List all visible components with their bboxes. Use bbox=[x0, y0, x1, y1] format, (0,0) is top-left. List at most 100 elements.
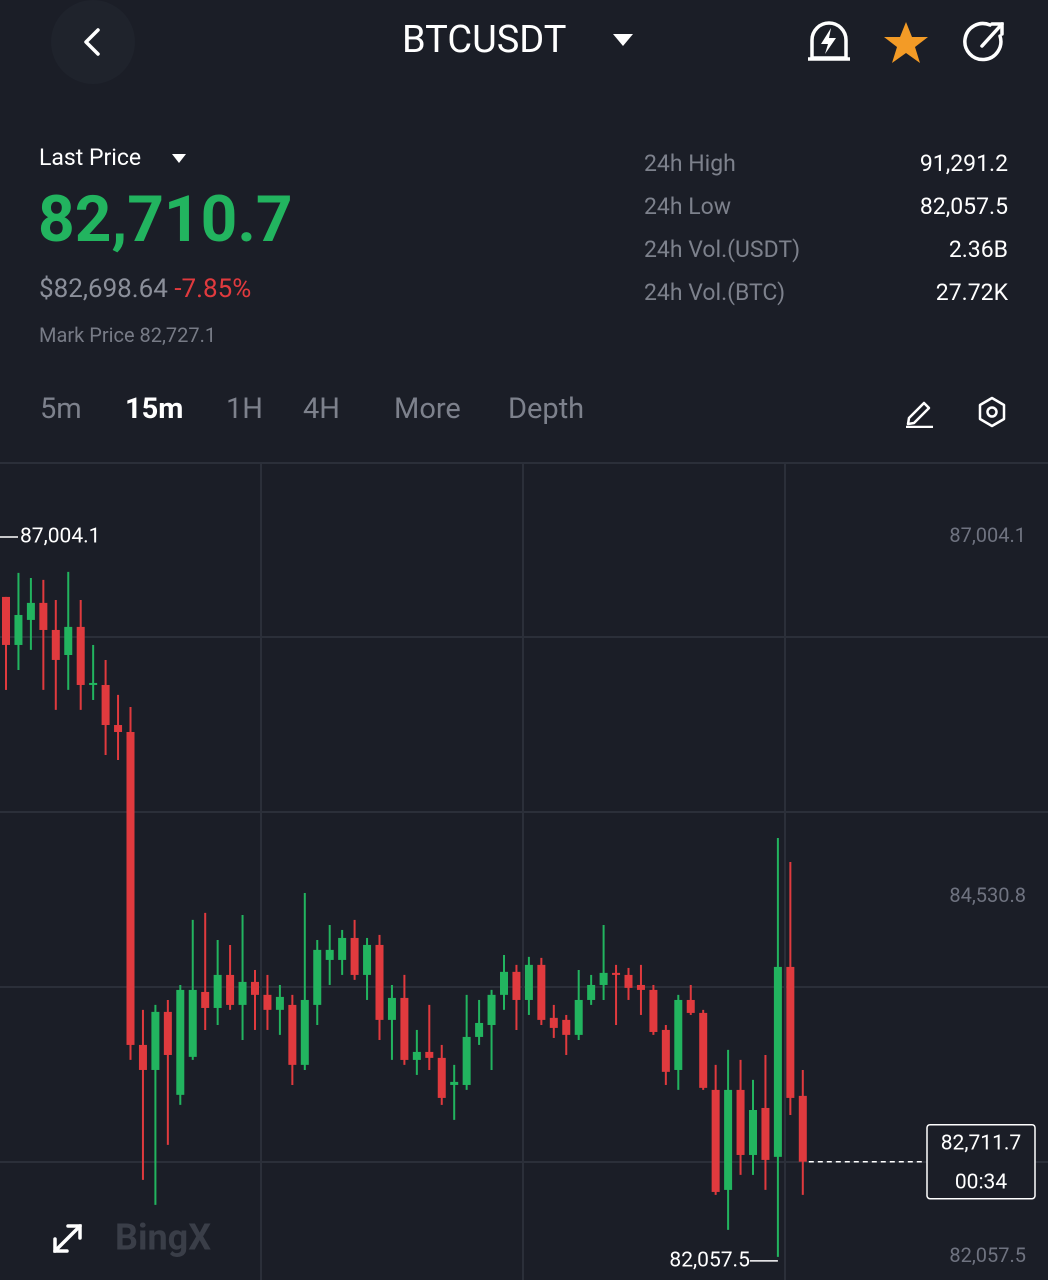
stat-label: 24h Low bbox=[644, 193, 732, 220]
candle-body bbox=[587, 984, 596, 1000]
candle-body bbox=[761, 1107, 770, 1160]
stat-value: 82,057.5 bbox=[919, 193, 1008, 220]
mark-price: Mark Price 82,727.1 bbox=[39, 323, 217, 347]
candle-body bbox=[363, 944, 372, 975]
candle-body bbox=[786, 966, 795, 1098]
candle-body bbox=[238, 981, 247, 1005]
candle-body bbox=[313, 949, 322, 1005]
last-price: 82,710.7 bbox=[38, 182, 293, 257]
tab[interactable]: Depth bbox=[508, 392, 585, 426]
candle-body bbox=[724, 1089, 733, 1190]
candle-body bbox=[76, 626, 85, 685]
price-tag-countdown: 00:34 bbox=[955, 1170, 1007, 1194]
candle-body bbox=[288, 1004, 297, 1065]
candle-body bbox=[126, 731, 135, 1045]
expand-icon[interactable] bbox=[53, 1224, 82, 1253]
candle-body bbox=[661, 1029, 670, 1072]
candle-body bbox=[114, 725, 123, 732]
share-icon[interactable] bbox=[962, 20, 1008, 66]
tab[interactable]: 4H bbox=[303, 392, 340, 426]
price-tag-box bbox=[926, 1123, 1036, 1200]
candle-body bbox=[2, 596, 10, 645]
candle-body bbox=[226, 974, 235, 1005]
y-tick-label: 84,530.8 bbox=[949, 883, 1026, 907]
candle-body bbox=[89, 682, 98, 685]
candle-body bbox=[574, 999, 583, 1035]
candle-body bbox=[213, 974, 222, 1008]
candle-body bbox=[201, 991, 210, 1008]
candle-body bbox=[425, 1051, 434, 1058]
candle-body bbox=[138, 1044, 147, 1070]
y-tick-label: 82,057.5 bbox=[949, 1243, 1026, 1267]
candle-body bbox=[400, 997, 409, 1060]
tab[interactable]: 5m bbox=[40, 392, 82, 426]
candle-body bbox=[798, 1095, 807, 1162]
candle-body bbox=[437, 1057, 446, 1098]
candle-body bbox=[562, 1019, 571, 1035]
candle-body bbox=[462, 1036, 471, 1085]
candle-body bbox=[749, 1109, 757, 1155]
stat-label: 24h Vol.(BTC) bbox=[644, 279, 786, 306]
draw-icon[interactable] bbox=[903, 396, 935, 428]
pair-dropdown[interactable] bbox=[612, 33, 634, 47]
candle-body bbox=[176, 989, 185, 1095]
y-tick-label: 87,004.1 bbox=[949, 523, 1026, 547]
settings-icon[interactable] bbox=[976, 396, 1008, 428]
candle-body bbox=[612, 972, 621, 975]
candle-body bbox=[636, 984, 645, 990]
grid bbox=[0, 462, 1048, 1280]
candle-body bbox=[736, 1089, 745, 1155]
tab[interactable]: 1H bbox=[226, 392, 263, 426]
candle-body bbox=[674, 999, 683, 1070]
candle-body bbox=[163, 1011, 172, 1055]
watermark: BingX bbox=[115, 1217, 211, 1259]
candle-body bbox=[188, 989, 197, 1057]
usd-price: $82,698.64 -7.85% bbox=[39, 274, 251, 304]
candle-body bbox=[450, 1081, 459, 1085]
candle-body bbox=[387, 997, 396, 1020]
candle-body bbox=[512, 971, 521, 1000]
candle-body bbox=[151, 1011, 160, 1070]
last-price-label[interactable]: Last Price bbox=[39, 144, 142, 171]
candle-body bbox=[599, 972, 608, 985]
last-price-dropdown[interactable] bbox=[171, 153, 187, 164]
candle-body bbox=[686, 999, 695, 1013]
candle-body bbox=[338, 937, 347, 960]
candle-body bbox=[26, 602, 35, 620]
candle-body bbox=[251, 981, 259, 995]
candle-body bbox=[524, 964, 533, 1000]
back-button[interactable] bbox=[48, 0, 138, 86]
candle-body bbox=[487, 994, 496, 1025]
candlestick-chart: BingX 87,004.1 84,530.8 82,057.5 87,004.1 82… bbox=[0, 462, 1048, 1280]
candle-body bbox=[350, 937, 359, 975]
candle-body bbox=[101, 684, 110, 726]
candle-body bbox=[624, 974, 633, 988]
candle-body bbox=[711, 1089, 720, 1192]
stat-label: 24h Vol.(USDT) bbox=[644, 236, 801, 263]
candle-body bbox=[300, 999, 309, 1065]
favorite-star[interactable] bbox=[882, 20, 930, 66]
candle-body bbox=[475, 1022, 484, 1037]
candle-body bbox=[39, 602, 48, 630]
candle-body bbox=[263, 994, 272, 1010]
candle-body bbox=[500, 971, 508, 995]
candle-body bbox=[375, 944, 384, 1020]
candle-body bbox=[699, 1012, 708, 1088]
stat-value: 27.72K bbox=[935, 279, 1008, 306]
candle-body bbox=[412, 1051, 421, 1060]
tab[interactable]: More bbox=[394, 392, 461, 426]
stat-value: 91,291.2 bbox=[919, 150, 1008, 177]
low-marker-label: 82,057.5 bbox=[669, 1248, 749, 1272]
alert-icon[interactable] bbox=[806, 18, 852, 64]
candle-body bbox=[549, 1017, 558, 1028]
candle-body bbox=[14, 614, 23, 645]
high-marker-label: 87,004.1 bbox=[20, 524, 100, 548]
candle-body bbox=[51, 629, 60, 660]
tab[interactable]: 15m bbox=[125, 392, 184, 426]
pair-title[interactable]: BTCUSDT bbox=[402, 18, 567, 62]
stat-label: 24h High bbox=[644, 150, 736, 177]
candle-body bbox=[64, 626, 73, 656]
candle-body bbox=[773, 966, 782, 1157]
candle-body bbox=[275, 996, 284, 1010]
